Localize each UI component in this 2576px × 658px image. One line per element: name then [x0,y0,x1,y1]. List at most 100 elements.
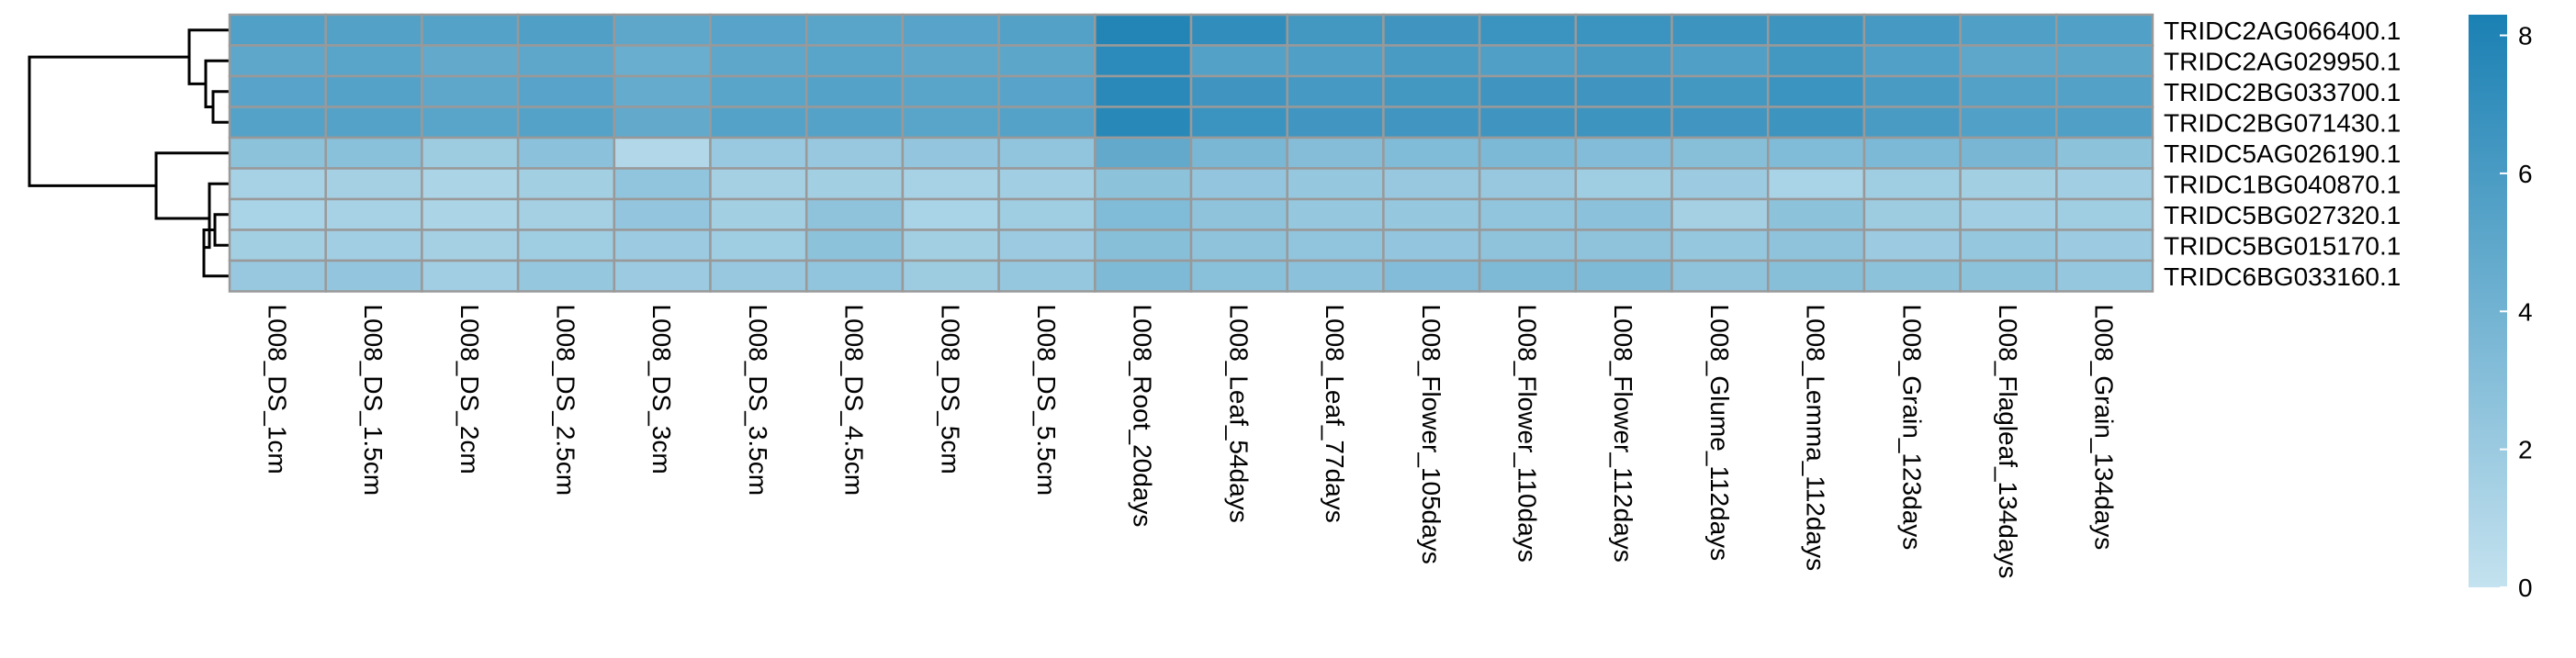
heatmap-cell [324,167,423,201]
heatmap-cell [1670,13,1770,47]
heatmap-cell [804,136,905,170]
heatmap-cell [2055,197,2154,231]
colorbar-tick-label: 4 [2518,297,2533,326]
heatmap-cell [1478,44,1578,78]
column-label: L008_DS_1cm [263,305,291,474]
row-dendrogram [28,28,230,278]
heatmap-cell [1478,197,1578,231]
heatmap-cell [1094,229,1193,262]
heatmap-cell [1286,259,1385,293]
heatmap-cell [1286,167,1385,201]
heatmap-cell [1286,229,1385,262]
heatmap-cell [1959,197,2058,231]
column-label: L008_DS_2.5cm [551,305,579,496]
dendrogram-branch [187,28,230,85]
heatmap-cell [421,74,520,108]
heatmap-cell [709,13,808,47]
heatmap-cell [1094,167,1193,201]
column-label: L008_Grain_134days [2090,305,2119,551]
heatmap-cell [709,197,808,231]
heatmap-cell [1959,106,2058,139]
dendrogram-branch [154,151,230,220]
heatmap-cell [901,13,1000,47]
colorbar [2469,15,2507,587]
heatmap-cell [2055,229,2154,262]
heatmap-cell [1478,136,1578,170]
row-label: TRIDC5AG026190.1 [2164,139,2401,168]
heatmap-cell [228,13,327,47]
heatmap-cell [1478,106,1578,139]
heatmap-cell [1189,229,1288,262]
heatmap-cell [997,44,1097,78]
heatmap-cell [901,197,1000,231]
heatmap-cell [1766,106,1866,139]
heatmap-cell [1574,106,1673,139]
heatmap-cell [1862,106,1962,139]
heatmap-cell [2055,44,2154,78]
column-label: L008_DS_5.5cm [1032,305,1061,496]
heatmap-cell [997,74,1097,108]
column-label: L008_DS_5cm [936,305,964,474]
heatmap-cell [228,259,327,293]
heatmap-cell [1670,106,1770,139]
heatmap-cell [421,167,520,201]
heatmap-cell [997,167,1097,201]
heatmap-cell [1189,197,1288,231]
heatmap-cell [516,44,616,78]
heatmap-cell [901,136,1000,170]
dendrogram-branch [213,213,230,247]
dendrogram-branch [204,59,230,108]
heatmap-cell [997,259,1097,293]
heatmap-cell [804,167,905,201]
heatmap-cell [1670,259,1770,293]
heatmap-cell [1286,197,1385,231]
heatmap-cell [228,106,327,139]
heatmap-cell [421,106,520,139]
heatmap-cell [1286,44,1385,78]
heatmap-cell [1959,74,2058,108]
heatmap-cell [324,197,423,231]
heatmap-cell [516,13,616,47]
heatmap-cell [324,74,423,108]
heatmap-cell [1094,136,1193,170]
color-legend: 0 2 4 6 8 [2469,15,2533,602]
heatmap-cell [1382,259,1481,293]
heatmap-cell [1094,197,1193,231]
heatmap-cell [1959,167,2058,201]
heatmap-cell [2055,167,2154,201]
heatmap-cell [1862,197,1962,231]
heatmap-cell [1862,13,1962,47]
heatmap-cell [1574,167,1673,201]
heatmap-cell [1382,74,1481,108]
column-label: L008_Leaf_54days [1224,305,1253,523]
heatmap-cell [421,259,520,293]
heatmap-cell [228,74,327,108]
column-label: L008_Leaf_77days [1321,305,1349,523]
heatmap-cell [1574,13,1673,47]
heatmap-cell [1862,229,1962,262]
heatmap-cell [324,136,423,170]
heatmap-cell [1670,44,1770,78]
heatmap-cell [516,229,616,262]
heatmap-cell [1959,259,2058,293]
heatmap-cell [1574,197,1673,231]
heatmap-cell [613,13,712,47]
heatmap-cell [1286,13,1385,47]
heatmap-cell [421,44,520,78]
heatmap-cell [901,106,1000,139]
heatmap-cell [421,136,520,170]
heatmap-cell [901,74,1000,108]
heatmap-cell [516,167,616,201]
heatmap-cell [516,74,616,108]
heatmap-cell [516,259,616,293]
heatmap-cell [1286,136,1385,170]
heatmap-cell [1189,106,1288,139]
heatmap-cell [324,259,423,293]
heatmap-cell [1766,136,1866,170]
heatmap-cell [709,74,808,108]
heatmap-cell [1670,229,1770,262]
heatmap-cell [2055,74,2154,108]
heatmap-cell [709,167,808,201]
heatmap-cell [997,229,1097,262]
